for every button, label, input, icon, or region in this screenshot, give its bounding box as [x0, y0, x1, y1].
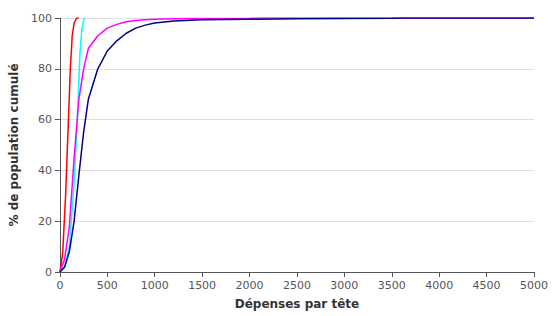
svg-text:3000: 3000	[330, 279, 358, 292]
svg-text:4000: 4000	[425, 279, 453, 292]
svg-text:40: 40	[38, 164, 52, 177]
svg-text:60: 60	[38, 113, 52, 126]
svg-text:20: 20	[38, 215, 52, 228]
svg-text:0: 0	[45, 266, 52, 279]
svg-text:2000: 2000	[236, 279, 264, 292]
svg-text:1000: 1000	[141, 279, 169, 292]
svg-text:Dépenses par tête: Dépenses par tête	[235, 297, 360, 311]
svg-text:1500: 1500	[188, 279, 216, 292]
svg-text:500: 500	[97, 279, 118, 292]
svg-text:3500: 3500	[378, 279, 406, 292]
svg-text:% de population cumulé: % de population cumulé	[7, 63, 21, 226]
svg-text:2500: 2500	[283, 279, 311, 292]
svg-text:100: 100	[31, 12, 52, 25]
svg-text:80: 80	[38, 62, 52, 75]
svg-text:0: 0	[56, 279, 63, 292]
svg-text:5000: 5000	[520, 279, 548, 292]
svg-text:4500: 4500	[473, 279, 501, 292]
